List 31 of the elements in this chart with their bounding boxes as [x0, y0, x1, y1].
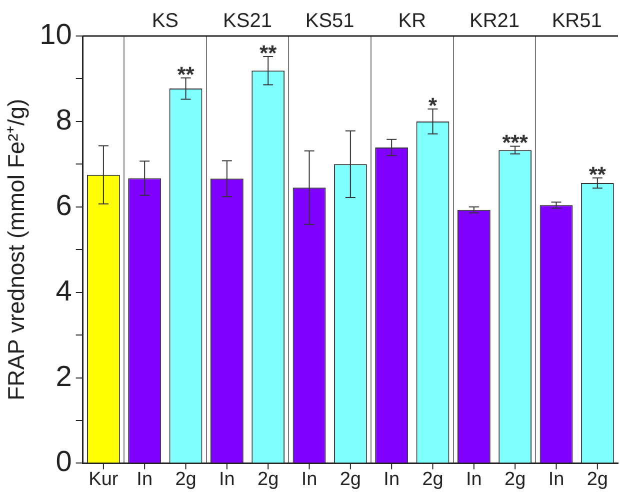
x-tick-label: In [384, 468, 400, 490]
y-tick-label: 0 [56, 446, 72, 478]
x-tick-label: Kur [88, 468, 119, 490]
y-tick-label: 10 [40, 19, 72, 51]
x-tick-label: In [301, 468, 318, 490]
data-label: ** [260, 40, 278, 66]
y-axis-title: FRAP vrednost (mmol Fe²⁺/g) [3, 98, 30, 400]
x-tick-label: 2g [586, 468, 608, 490]
x-tick-label: 2g [175, 468, 196, 490]
data-label: ** [588, 162, 606, 187]
text: KR [398, 10, 426, 32]
x-tick-label: 2g [422, 468, 444, 490]
data-label: * [428, 93, 438, 118]
data-label: ** [177, 62, 195, 87]
x-tick-label: In [466, 468, 482, 490]
x-tick-label: In [548, 468, 564, 490]
y-tick-label: 4 [56, 275, 72, 308]
y-tick-label: 2 [56, 360, 72, 393]
x-tick-label: 2g [504, 468, 526, 490]
y-tick-label: 8 [56, 104, 72, 136]
x-tick-label: 2g [258, 468, 279, 490]
x-tick-label: In [219, 468, 235, 490]
x-tick-label: In [136, 468, 153, 490]
text: KS21 [223, 10, 272, 32]
text: KR21 [469, 10, 520, 32]
data-label: *** [502, 130, 528, 156]
y-tick-label: 6 [56, 190, 72, 222]
text: KS [152, 10, 179, 32]
text: KS51 [305, 10, 354, 32]
x-tick-label: 2g [340, 468, 361, 490]
text: KR51 [552, 10, 602, 32]
